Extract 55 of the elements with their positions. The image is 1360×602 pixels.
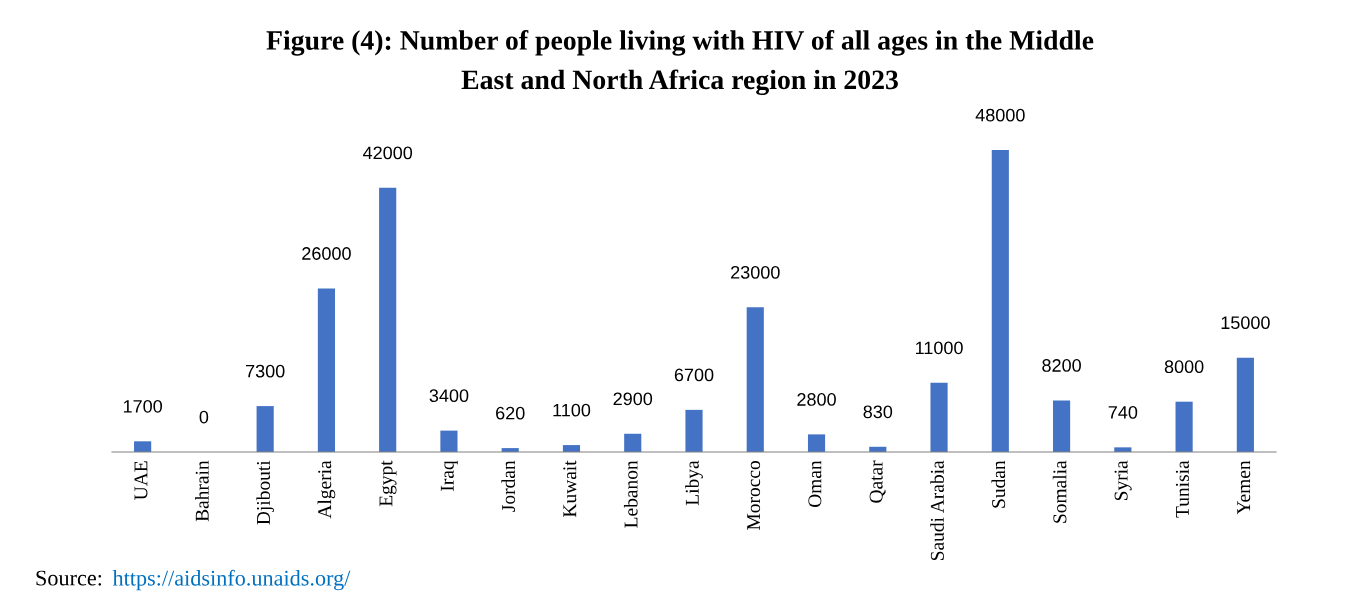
data-label: 42000 <box>363 146 413 160</box>
bar <box>991 150 1009 452</box>
text: https://aidsinfo.unaids.org/ <box>112 569 351 591</box>
bar <box>1175 401 1193 452</box>
bar <box>134 441 152 452</box>
x-tick-label: Iraq <box>440 460 458 491</box>
data-label: 6700 <box>674 368 714 382</box>
x-tick-label: Sudan <box>991 460 1006 508</box>
data-label: 26000 <box>302 247 351 260</box>
x-tick-label: Bahrain <box>195 460 209 522</box>
bar <box>256 406 274 452</box>
source-note: Source: <box>36 570 102 586</box>
data-label: 740 <box>1108 405 1138 419</box>
x-tick-label: Syria <box>1114 460 1132 501</box>
bar <box>746 307 764 452</box>
bar <box>930 382 948 452</box>
data-label: 2900 <box>613 392 653 406</box>
data-label: 8200 <box>1042 359 1081 372</box>
chart-title: Figure (4): Number of people living with HIV of all ages in the Middle East and North Africa region in 2023 <box>266 30 1094 96</box>
x-tick-label: Morocco <box>747 461 761 530</box>
x-tick-label: Oman <box>808 460 822 508</box>
data-label: 1700 <box>123 399 163 413</box>
bar <box>1053 400 1071 452</box>
data-label: 1100 <box>553 403 591 417</box>
x-tick-label: Kuwait <box>563 460 577 518</box>
x-tick-label: Yemen <box>1237 460 1251 515</box>
bar <box>624 433 642 452</box>
bar <box>317 288 335 452</box>
x-tick-label: Lebanon <box>623 460 638 528</box>
x-tick-label: Somalia <box>1052 460 1067 523</box>
bar <box>807 434 826 452</box>
x-tick-label: Egypt <box>379 460 397 507</box>
data-label: 0 <box>199 410 209 424</box>
x-tick-label: Djibouti <box>256 460 274 525</box>
x-tick-label: Qatar <box>869 460 886 503</box>
data-label: 11000 <box>915 341 963 355</box>
data-label: 15000 <box>1221 316 1270 330</box>
x-tick-label: Jordan <box>501 460 516 512</box>
bar <box>685 409 703 452</box>
data-label: 830 <box>863 405 893 419</box>
x-tick-label: Libya <box>685 460 703 506</box>
bar <box>379 187 397 452</box>
x-tick-label: UAE <box>134 461 148 500</box>
data-label: 7300 <box>246 364 285 378</box>
bar <box>1236 357 1254 452</box>
x-tick-label: Tunisia <box>1175 460 1189 518</box>
data-label: 620 <box>496 406 525 420</box>
data-label: 3400 <box>429 389 469 403</box>
x-tick-label: Algeria <box>317 460 336 519</box>
data-label: 48000 <box>975 108 1025 122</box>
bar <box>440 430 458 452</box>
data-label: 23000 <box>731 265 780 279</box>
data-label: 2800 <box>797 393 836 406</box>
x-tick-label: Saudi Arabia <box>930 460 944 561</box>
data-label: 8000 <box>1164 360 1204 374</box>
